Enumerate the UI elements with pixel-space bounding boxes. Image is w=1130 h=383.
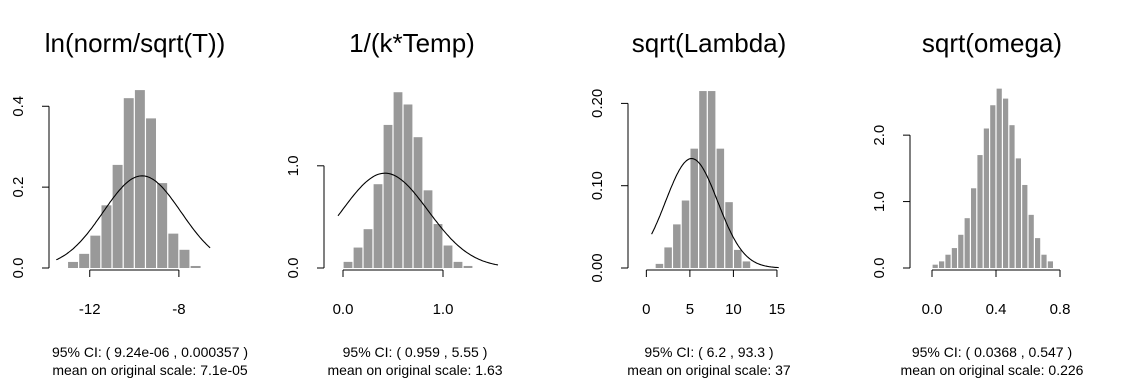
y-tick-label: 0.0	[871, 258, 888, 279]
ci-label: 95% CI: ( 0.0368 , 0.547 )	[912, 344, 1072, 360]
histogram-bar	[179, 249, 190, 268]
histogram-bar	[101, 205, 112, 268]
histogram-bar	[157, 183, 168, 268]
panel-4: sqrt(omega) 0.0 0.4 0.8 0.0 1.0 2.0 95% CI: ( 0…	[871, 28, 1084, 378]
histogram-bar	[413, 137, 423, 268]
histogram-bar	[343, 261, 353, 268]
histogram-bar	[353, 247, 363, 268]
x-tick-label: -8	[172, 301, 185, 318]
panel-3: sqrt(Lambda) 0 5 10 15 0.00 0.10 0.20 95% CI: ( …	[589, 28, 791, 378]
histogram-bar	[707, 91, 716, 268]
panel-title: 1/(k*Temp)	[349, 28, 475, 58]
x-tick-label: 0.8	[1050, 301, 1071, 318]
histogram-bar	[958, 234, 964, 268]
panel-title: sqrt(omega)	[922, 28, 1062, 58]
histogram-bar	[90, 235, 101, 268]
histogram-bar	[725, 202, 733, 268]
y-tick-label: 0.00	[589, 253, 606, 282]
histogram-bar	[363, 229, 373, 268]
histogram-bar	[1028, 214, 1034, 268]
histogram-bar	[1041, 254, 1047, 268]
x-tick-label: 10	[725, 301, 742, 318]
histogram-bar	[134, 90, 145, 268]
histogram-bar	[932, 264, 938, 268]
histogram-bar	[1015, 158, 1021, 268]
panel-title: ln(norm/sqrt(T))	[45, 28, 226, 58]
histogram-bar	[146, 118, 156, 269]
histogram-bar	[996, 88, 1002, 269]
histogram-bar	[190, 265, 201, 268]
density-curve	[337, 172, 499, 266]
x-tick-label: 0.4	[986, 301, 1007, 318]
histogram-bar	[112, 164, 123, 268]
panel-title: sqrt(Lambda)	[632, 28, 787, 58]
ci-label: 95% CI: ( 0.959 , 5.55 )	[343, 344, 488, 360]
y-tick-label: 0.10	[589, 171, 606, 200]
histogram-bar	[443, 245, 453, 268]
histogram-bar	[1047, 261, 1053, 268]
y-tick-label: 2.0	[871, 125, 888, 146]
mean-label: mean on original scale: 37	[627, 362, 791, 378]
histogram-bar	[983, 128, 989, 268]
density-curve	[651, 158, 779, 269]
histogram-bar	[433, 224, 443, 268]
y-tick-label: 1.0	[285, 155, 302, 176]
histogram-bar	[690, 148, 698, 268]
x-tick-label: 0.0	[922, 301, 943, 318]
x-tick-label: 5	[686, 301, 694, 318]
ci-label: 95% CI: ( 6.2 , 93.3 )	[644, 344, 773, 360]
mean-label: mean on original scale: 0.226	[901, 362, 1084, 378]
histogram-bar	[463, 265, 473, 268]
x-tick-label: 0	[642, 301, 650, 318]
histogram-bar	[1009, 125, 1015, 268]
histogram-bar	[373, 184, 383, 268]
histogram-bar	[742, 261, 751, 268]
x-tick-label: 1.0	[433, 301, 454, 318]
histogram-bar	[673, 224, 681, 268]
histogram-bar	[990, 105, 996, 268]
ci-label: 95% CI: ( 9.24e-06 , 0.000357 )	[52, 344, 248, 360]
histogram-bar	[168, 233, 179, 268]
y-tick-label: 1.0	[871, 191, 888, 212]
histogram-bar	[971, 188, 977, 268]
histogram-bar	[977, 155, 983, 268]
histogram-bar	[699, 91, 707, 268]
y-tick-label: 0.0	[285, 258, 302, 279]
histogram-bar	[664, 247, 672, 268]
panel-2: 1/(k*Temp) 0.0 1.0 0.0 1.0 95% CI: ( 0.959 , …	[285, 28, 503, 378]
histogram-bar	[453, 261, 463, 268]
histogram-bar	[734, 249, 742, 268]
panel-1: ln(norm/sqrt(T)) -12 -8 0.0 0.2 0.4 95% CI: ( …	[10, 28, 248, 378]
x-tick-label: 15	[769, 301, 786, 318]
histogram-bar	[123, 98, 134, 268]
histogram-bar	[681, 200, 690, 268]
y-tick-label: 0.0	[10, 258, 27, 279]
y-tick-label: 0.2	[10, 177, 27, 198]
histogram-bar	[79, 253, 90, 268]
y-tick-label: 0.4	[10, 96, 27, 117]
histogram-bar	[423, 190, 433, 268]
histogram-bar	[1022, 184, 1028, 268]
x-tick-label: 0.0	[333, 301, 354, 318]
histogram-bar	[393, 92, 403, 268]
histogram-bar	[68, 261, 78, 268]
histogram-bar	[939, 261, 945, 268]
histogram-bar	[383, 124, 393, 268]
histogram-bar	[655, 263, 664, 268]
histogram-bar	[1035, 238, 1041, 268]
histogram-bar	[1003, 98, 1009, 268]
x-tick-label: -12	[79, 301, 101, 318]
mean-label: mean on original scale: 1.63	[327, 362, 502, 378]
mean-label: mean on original scale: 7.1e-05	[52, 362, 248, 378]
histogram-bar	[945, 254, 951, 268]
histogram-bar	[964, 218, 970, 268]
histogram-bar	[951, 248, 957, 268]
density-curve	[56, 175, 211, 261]
y-tick-label: 0.20	[589, 89, 606, 118]
